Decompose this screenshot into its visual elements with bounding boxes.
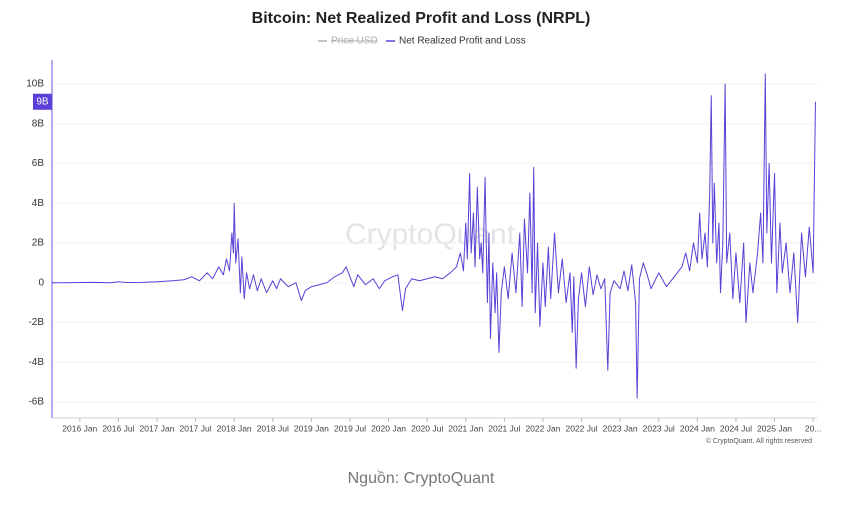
- x-tick-label: 2019 Jul: [334, 423, 366, 433]
- x-tick-label: 20...: [805, 423, 822, 433]
- caption: Nguồn: CryptoQuant: [348, 470, 495, 487]
- x-tick-label: 2016 Jan: [62, 423, 97, 433]
- x-tick-label: 2021 Jan: [448, 423, 483, 433]
- x-tick-label: 2021 Jul: [488, 423, 520, 433]
- x-tick-label: 2018 Jul: [257, 423, 289, 433]
- x-tick-label: 2016 Jul: [102, 423, 134, 433]
- x-tick-label: 2023 Jan: [603, 423, 638, 433]
- y-tick-label: 4B: [32, 198, 45, 209]
- y-tick-label: -6B: [28, 397, 44, 408]
- legend-label: Net Realized Profit and Loss: [399, 36, 526, 47]
- data-line: [52, 73, 816, 399]
- legend-label: Price USD: [331, 36, 378, 47]
- watermark: CryptoQuant: [345, 218, 516, 251]
- y-tick-label: -2B: [28, 317, 44, 328]
- x-tick-label: 2020 Jan: [371, 423, 406, 433]
- y-tick-label: 0: [38, 277, 44, 288]
- credit: © CryptoQuant. All rights reserved: [706, 437, 812, 445]
- x-tick-label: 2022 Jul: [565, 423, 597, 433]
- x-tick-label: 2017 Jul: [180, 423, 212, 433]
- y-tick-label: 6B: [32, 158, 45, 169]
- y-tick-label: 8B: [32, 118, 45, 129]
- last-value-label: 9B: [36, 96, 49, 107]
- x-tick-label: 2017 Jan: [139, 423, 174, 433]
- x-tick-label: 2024 Jan: [680, 423, 715, 433]
- x-tick-label: 2024 Jul: [720, 423, 752, 433]
- chart-title: Bitcoin: Net Realized Profit and Loss (N…: [252, 10, 591, 27]
- x-tick-label: 2023 Jul: [643, 423, 675, 433]
- x-tick-label: 2019 Jan: [294, 423, 329, 433]
- x-tick-label: 2018 Jan: [217, 423, 252, 433]
- y-tick-label: -4B: [28, 357, 44, 368]
- x-tick-label: 2020 Jul: [411, 423, 443, 433]
- y-tick-label: 2B: [32, 238, 45, 249]
- last-value-box: [33, 93, 52, 110]
- y-tick-label: 10B: [26, 79, 44, 90]
- x-tick-label: 2025 Jan: [757, 423, 792, 433]
- x-tick-label: 2022 Jan: [525, 423, 560, 433]
